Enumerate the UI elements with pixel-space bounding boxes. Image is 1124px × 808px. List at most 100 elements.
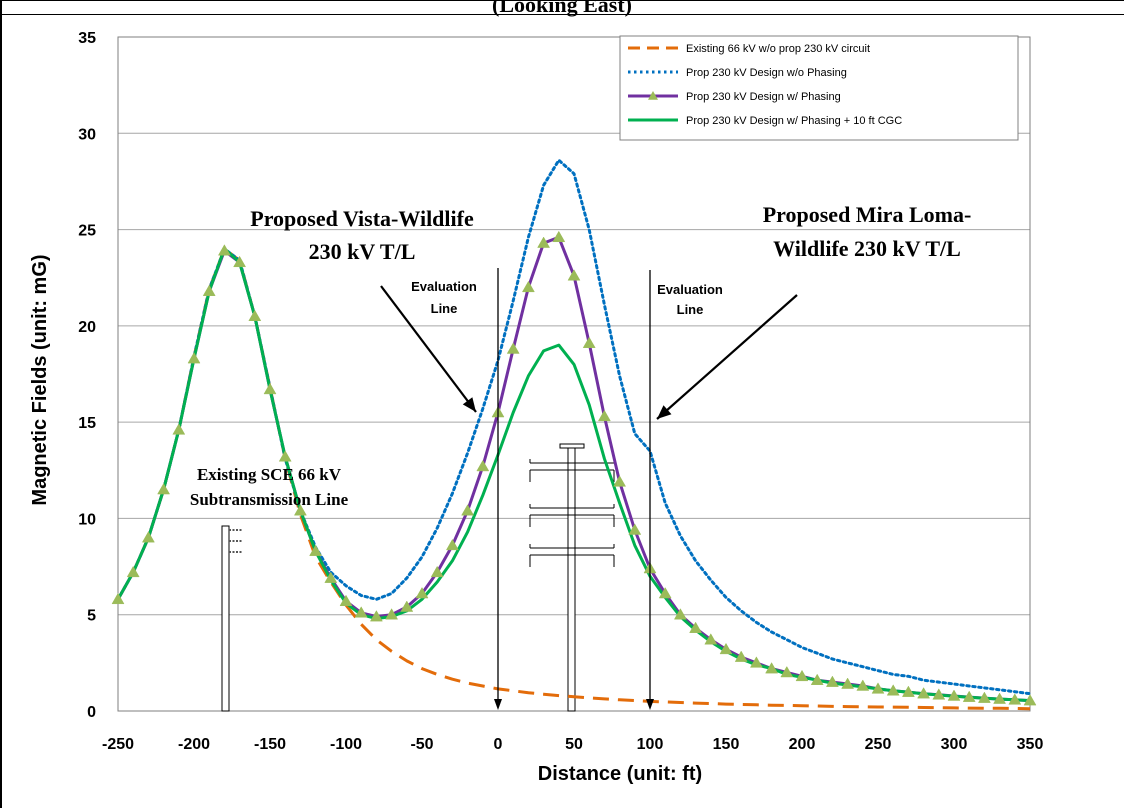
series-3-marker [810, 673, 824, 685]
evaluation-line-arrowhead-2 [646, 699, 654, 710]
y-tick-label: 20 [78, 319, 96, 336]
series-3-marker [765, 662, 779, 674]
series-3-marker [233, 255, 247, 268]
series-3-marker [917, 687, 931, 699]
eval-left-label-line1: Evaluation [411, 279, 477, 294]
legend-box [619, 35, 1019, 141]
series-3-marker [689, 621, 703, 633]
series-3-marker [780, 665, 794, 678]
vista-arrow [380, 285, 477, 413]
pole-66kv [221, 525, 230, 712]
series-3-marker [673, 608, 687, 620]
series-3-marker [430, 565, 444, 578]
series-3-marker [354, 606, 368, 618]
legend-marker-3 [648, 91, 658, 100]
y-axis-title: Magnetic Fields (unit: mG) [29, 254, 51, 505]
series-3-marker [521, 280, 535, 293]
series-3-marker [613, 475, 627, 487]
y-tick-label: 5 [87, 608, 96, 625]
series-3-marker [461, 504, 475, 516]
series-3-marker [400, 600, 414, 612]
x-tick-label: 350 [1017, 736, 1044, 753]
series-3-marker [825, 675, 839, 687]
series-3-marker [537, 236, 551, 248]
eval-right-label-line2: Line [677, 302, 704, 317]
x-tick-label: 300 [941, 736, 968, 753]
mira-label-line1: Proposed Mira Loma- [763, 202, 972, 227]
series-3-marker [719, 642, 733, 655]
x-tick-label: -100 [330, 736, 362, 753]
series-3-marker [172, 423, 186, 435]
series-3-marker [385, 608, 399, 620]
vista-label-line1: Proposed Vista-Wildlife [250, 206, 474, 231]
legend-entry-1: Existing 66 kV w/o prop 230 kV circuit [686, 43, 870, 55]
vista-arrow-head [462, 397, 476, 412]
series-3-marker [977, 691, 991, 703]
series-3-marker [1008, 693, 1022, 705]
x-tick-label: -150 [254, 736, 286, 753]
vista-label-line2: 230 kV T/L [309, 239, 416, 264]
series-3-marker [841, 677, 855, 689]
series-3-marker [1023, 694, 1037, 706]
y-tick-label: 10 [78, 511, 96, 528]
series-3-marker [309, 544, 323, 556]
x-tick-label: 250 [865, 736, 892, 753]
legend-entry-2: Prop 230 kV Design w/o Phasing [686, 67, 847, 79]
x-tick-label: 200 [789, 736, 816, 753]
series-3-marker [886, 684, 900, 696]
sce-label-line2: Subtransmission Line [190, 490, 349, 509]
series-3-marker [415, 587, 429, 599]
legend-entry-4: Prop 230 kV Design w/ Phasing + 10 ft CG… [686, 115, 902, 127]
series-3-marker [567, 269, 581, 281]
figure-title: (Looking East) [492, 0, 632, 17]
mira-arrow [656, 294, 798, 420]
tower-230kv-cap [559, 443, 585, 449]
eval-right-label-line1: Evaluation [657, 282, 723, 297]
structures-layer [221, 443, 615, 712]
y-tick-label: 0 [87, 704, 96, 721]
series-3-marker [293, 504, 307, 516]
series-3-marker [704, 633, 718, 645]
x-tick-label: -200 [178, 736, 210, 753]
series-3-marker [141, 531, 155, 543]
mira-arrow-head [657, 405, 672, 419]
y-tick-label: 25 [78, 223, 96, 240]
series-3-marker [628, 523, 642, 535]
series-3-marker [339, 594, 353, 606]
series-3-marker [217, 244, 231, 256]
series-3-marker [658, 587, 672, 599]
x-tick-label: 100 [637, 736, 664, 753]
tick-labels: 0 5 10 15 20 25 30 35 -250 -200 -150 -100 -50 0 50 100 1… [78, 30, 1043, 753]
series-3-marker [278, 450, 292, 462]
series-3-marker [749, 656, 763, 668]
eval-left-label-line2: Line [431, 301, 458, 316]
series-3-marker [324, 571, 338, 583]
x-tick-label: -50 [410, 736, 433, 753]
series-3-marker [248, 309, 262, 321]
series-3-marker [476, 459, 490, 472]
series-3-marker [445, 538, 459, 551]
annotations-layer: Proposed Vista-Wildlife 230 kV T/L Propo… [190, 202, 971, 710]
series-3-marker [993, 692, 1007, 704]
series-3-marker [369, 610, 383, 622]
y-tick-label: 30 [78, 126, 96, 143]
x-tick-label: 50 [565, 736, 583, 753]
x-tick-label: 0 [494, 736, 503, 753]
y-tick-label: 15 [78, 415, 96, 432]
series-layer [111, 158, 1037, 711]
series-line-1 [116, 247, 1031, 711]
series-3-marker [597, 409, 611, 422]
series-3-marker [202, 284, 216, 296]
legend: Existing 66 kV w/o prop 230 kV circuit Pr… [619, 35, 1019, 141]
series-3-marker [856, 679, 870, 691]
x-tick-label: -250 [102, 736, 134, 753]
series-3-marker [263, 382, 277, 395]
series-3-marker [126, 565, 140, 578]
series-3-marker [962, 690, 976, 702]
evaluation-line-arrowhead-1 [494, 699, 502, 710]
series-3-marker [506, 342, 520, 354]
series-3-marker [187, 352, 201, 364]
series-3-marker [734, 650, 748, 662]
